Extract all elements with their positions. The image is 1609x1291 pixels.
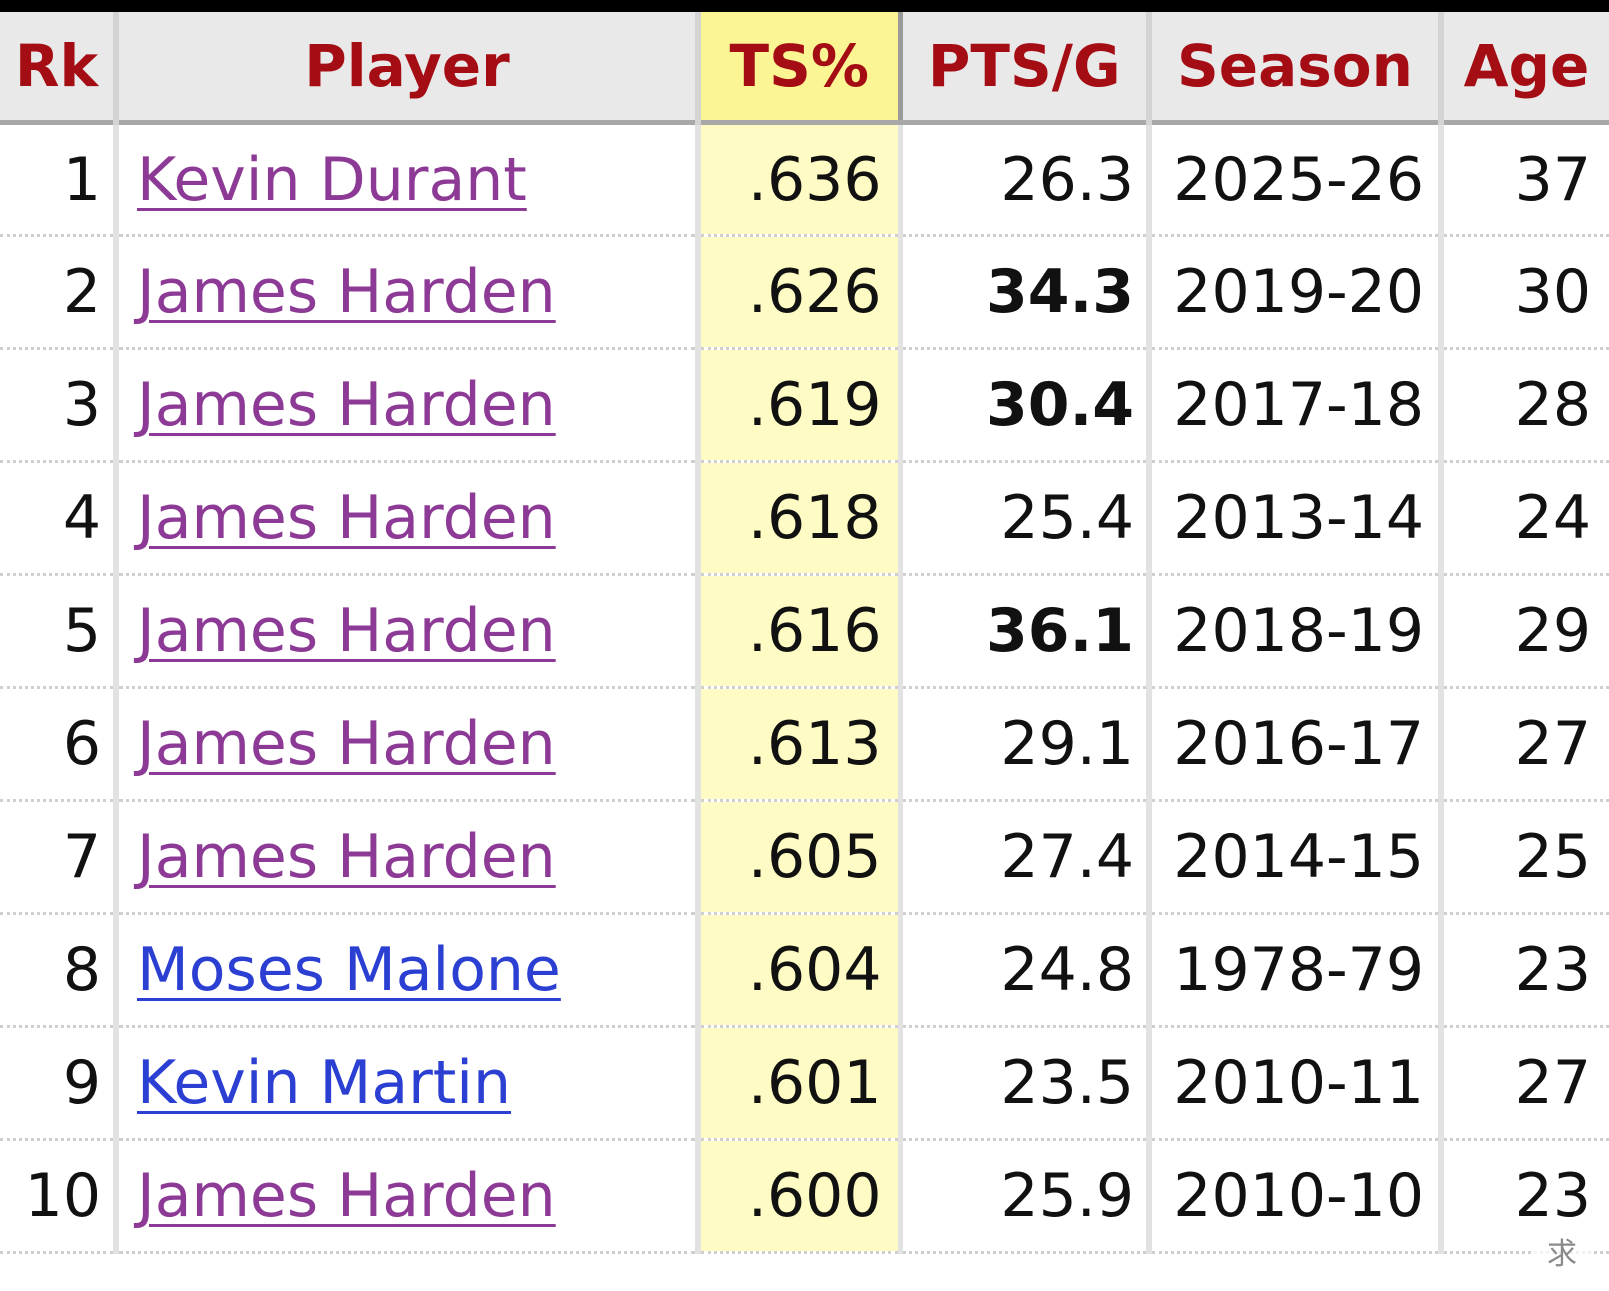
header-row: Rk Player TS% PTS/G Season Age — [0, 12, 1609, 125]
player-link[interactable]: James Harden — [137, 1161, 556, 1231]
cell-pts: 26.3 — [900, 122, 1152, 237]
cell-ts: .636 — [695, 122, 903, 237]
table-row: 6 James Harden .613 29.1 2016-17 27 — [0, 687, 1609, 802]
table-row: 5 James Harden .616 36.1 2018-19 29 — [0, 574, 1609, 689]
cell-player: James Harden — [116, 1139, 701, 1254]
cell-ts: .616 — [695, 574, 903, 689]
cell-rk: 6 — [0, 687, 119, 802]
cell-age: 27 — [1441, 687, 1609, 802]
cell-rk: 7 — [0, 800, 119, 915]
cell-player: James Harden — [116, 687, 701, 802]
cell-age: 28 — [1441, 348, 1609, 463]
cell-age: 23 — [1441, 1139, 1609, 1254]
cell-player: James Harden — [116, 800, 701, 915]
header-rk[interactable]: Rk — [0, 12, 119, 125]
cell-pts-leader: 36.1 — [900, 574, 1152, 689]
stats-table: Rk Player TS% PTS/G Season Age 1 Kevin D… — [0, 12, 1609, 1254]
header-pts[interactable]: PTS/G — [900, 12, 1152, 125]
cell-pts: 25.9 — [900, 1139, 1152, 1254]
cell-ts: .619 — [695, 348, 903, 463]
cell-ts: .604 — [695, 913, 903, 1028]
cell-ts: .626 — [695, 235, 903, 350]
cell-age: 25 — [1441, 800, 1609, 915]
cell-rk: 5 — [0, 574, 119, 689]
cell-ts: .600 — [695, 1139, 903, 1254]
player-link[interactable]: James Harden — [137, 596, 556, 666]
table-body: 1 Kevin Durant .636 26.3 2025-26 37 2 Ja… — [0, 122, 1609, 1254]
watermark-badge: 求 — [1533, 1233, 1591, 1277]
cell-pts: 27.4 — [900, 800, 1152, 915]
header-season[interactable]: Season — [1149, 12, 1444, 125]
cell-pts: 24.8 — [900, 913, 1152, 1028]
cell-season: 2025-26 — [1149, 122, 1444, 237]
cell-rk: 4 — [0, 461, 119, 576]
cell-player: James Harden — [116, 348, 701, 463]
cell-player: Kevin Martin — [116, 1026, 701, 1141]
cell-player: Kevin Durant — [116, 122, 701, 237]
cell-age: 27 — [1441, 1026, 1609, 1141]
cell-season: 1978-79 — [1149, 913, 1444, 1028]
cell-rk: 10 — [0, 1139, 119, 1254]
player-link[interactable]: James Harden — [137, 257, 556, 327]
cell-rk: 9 — [0, 1026, 119, 1141]
player-link[interactable]: James Harden — [137, 709, 556, 779]
table-row: 8 Moses Malone .604 24.8 1978-79 23 — [0, 913, 1609, 1028]
cell-ts: .613 — [695, 687, 903, 802]
cell-pts: 29.1 — [900, 687, 1152, 802]
cell-age: 23 — [1441, 913, 1609, 1028]
player-link[interactable]: Moses Malone — [137, 935, 561, 1005]
cell-rk: 2 — [0, 235, 119, 350]
cell-player: James Harden — [116, 235, 701, 350]
table-header: Rk Player TS% PTS/G Season Age — [0, 12, 1609, 125]
table-row: 3 James Harden .619 30.4 2017-18 28 — [0, 348, 1609, 463]
header-age[interactable]: Age — [1441, 12, 1609, 125]
cell-age: 29 — [1441, 574, 1609, 689]
cell-season: 2010-11 — [1149, 1026, 1444, 1141]
cell-ts: .605 — [695, 800, 903, 915]
cell-season: 2019-20 — [1149, 235, 1444, 350]
cell-pts-leader: 34.3 — [900, 235, 1152, 350]
cell-season: 2010-10 — [1149, 1139, 1444, 1254]
cell-season: 2016-17 — [1149, 687, 1444, 802]
cell-ts: .618 — [695, 461, 903, 576]
player-link[interactable]: James Harden — [137, 483, 556, 553]
cell-pts: 23.5 — [900, 1026, 1152, 1141]
cell-rk: 3 — [0, 348, 119, 463]
cell-rk: 1 — [0, 122, 119, 237]
table-row: 10 James Harden .600 25.9 2010-10 23 — [0, 1139, 1609, 1254]
cell-season: 2014-15 — [1149, 800, 1444, 915]
cell-season: 2017-18 — [1149, 348, 1444, 463]
stats-table-frame: Rk Player TS% PTS/G Season Age 1 Kevin D… — [0, 12, 1609, 1291]
cell-season: 2013-14 — [1149, 461, 1444, 576]
cell-age: 37 — [1441, 122, 1609, 237]
cell-player: James Harden — [116, 461, 701, 576]
table-row: 2 James Harden .626 34.3 2019-20 30 — [0, 235, 1609, 350]
cell-rk: 8 — [0, 913, 119, 1028]
table-row: 7 James Harden .605 27.4 2014-15 25 — [0, 800, 1609, 915]
player-link[interactable]: Kevin Durant — [137, 144, 527, 215]
player-link[interactable]: James Harden — [137, 370, 556, 440]
table-row: 1 Kevin Durant .636 26.3 2025-26 37 — [0, 122, 1609, 237]
table-row: 9 Kevin Martin .601 23.5 2010-11 27 — [0, 1026, 1609, 1141]
header-player[interactable]: Player — [116, 12, 701, 125]
player-link[interactable]: Kevin Martin — [137, 1048, 511, 1118]
cell-pts-leader: 30.4 — [900, 348, 1152, 463]
cell-season: 2018-19 — [1149, 574, 1444, 689]
player-link[interactable]: James Harden — [137, 822, 556, 892]
table-row: 4 James Harden .618 25.4 2013-14 24 — [0, 461, 1609, 576]
cell-player: Moses Malone — [116, 913, 701, 1028]
cell-ts: .601 — [695, 1026, 903, 1141]
cell-player: James Harden — [116, 574, 701, 689]
cell-pts: 25.4 — [900, 461, 1152, 576]
header-ts-sorted[interactable]: TS% — [695, 12, 903, 125]
cell-age: 24 — [1441, 461, 1609, 576]
cell-age: 30 — [1441, 235, 1609, 350]
